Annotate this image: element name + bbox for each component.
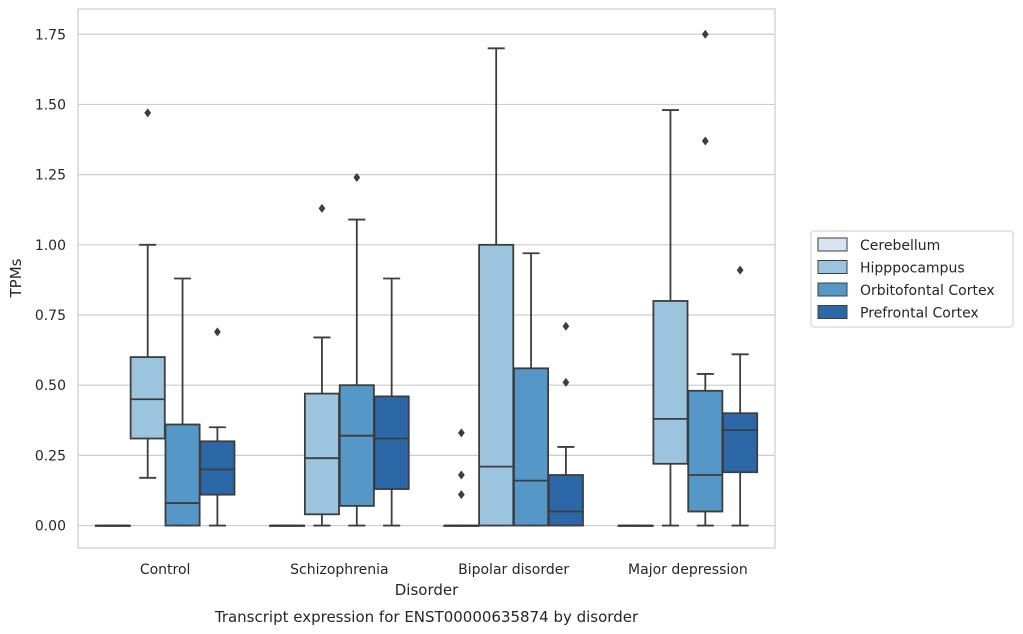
box — [164, 277, 201, 527]
legend-swatch — [817, 282, 848, 297]
box-body — [652, 300, 689, 465]
outlier-point — [457, 490, 465, 500]
outlier-point — [736, 265, 744, 275]
box — [94, 524, 131, 527]
legend-label: Cerebellum — [860, 238, 940, 254]
y-axis-ticks: 0.00 0.25 0.50 0.75 1.00 1.25 1.50 1.75 — [35, 27, 66, 534]
box — [129, 108, 166, 479]
legend-label: Hipppocampus — [860, 261, 965, 277]
box — [199, 327, 236, 527]
legend-swatch — [817, 237, 848, 252]
outlier-point — [353, 172, 361, 182]
box-body — [722, 412, 759, 474]
box — [652, 109, 689, 527]
box — [338, 172, 375, 527]
x-tick-label: Schizophrenia — [290, 562, 388, 578]
legend-label: Prefrontal Cortex — [860, 306, 979, 322]
legend-frame — [810, 230, 1014, 328]
box-body — [303, 392, 340, 516]
x-tick-label: Control — [140, 562, 191, 578]
outlier-point — [701, 29, 709, 39]
box-body — [373, 395, 410, 490]
box — [513, 252, 550, 527]
box-groups — [94, 29, 759, 527]
box — [722, 265, 759, 527]
y-tick-label: 1.75 — [35, 27, 66, 43]
box-body — [164, 423, 201, 527]
y-axis-title: TPMs — [7, 258, 25, 298]
outlier-point — [457, 470, 465, 480]
y-tick-label: 1.00 — [35, 238, 66, 254]
y-tick-label: 0.50 — [35, 378, 66, 394]
legend-swatch — [817, 260, 848, 274]
outlier-point — [457, 428, 465, 438]
y-tick-label: 1.50 — [35, 97, 66, 113]
outlier-point — [318, 203, 326, 213]
box — [269, 524, 306, 527]
box-body — [478, 243, 515, 527]
outlier-point — [562, 377, 570, 387]
outlier-point — [701, 136, 709, 146]
outlier-point — [214, 327, 221, 337]
x-tick-label: Bipolar disorder — [458, 562, 569, 578]
box-body — [547, 474, 584, 527]
legend-swatch — [817, 305, 848, 319]
outlier-point — [144, 108, 152, 118]
box — [303, 203, 340, 527]
chart-caption: Transcript expression for ENST0000063587… — [214, 608, 639, 626]
y-tick-label: 0.00 — [35, 519, 66, 535]
legend-label: Orbitofontal Cortex — [860, 283, 995, 299]
box-body — [129, 356, 166, 440]
plot-frame — [77, 8, 776, 549]
y-tick-label: 1.25 — [35, 168, 66, 184]
box — [687, 29, 724, 527]
box-body — [687, 389, 724, 513]
legend: Cerebellum Hipppocampus Orbitofontal Corte… — [810, 230, 1014, 328]
outlier-point — [562, 321, 570, 331]
box — [373, 277, 410, 527]
box-body — [199, 440, 236, 496]
x-axis-title: Disorder — [395, 581, 459, 599]
box — [443, 524, 480, 527]
box — [617, 524, 654, 527]
y-tick-label: 0.25 — [35, 448, 66, 464]
x-axis-ticks: Control Schizophrenia Bipolar disorder Majo… — [140, 562, 748, 578]
box-body — [513, 367, 550, 527]
y-tick-label: 0.75 — [35, 308, 66, 324]
box-body — [338, 384, 375, 507]
box — [547, 321, 584, 527]
x-tick-label: Major depression — [628, 562, 748, 578]
